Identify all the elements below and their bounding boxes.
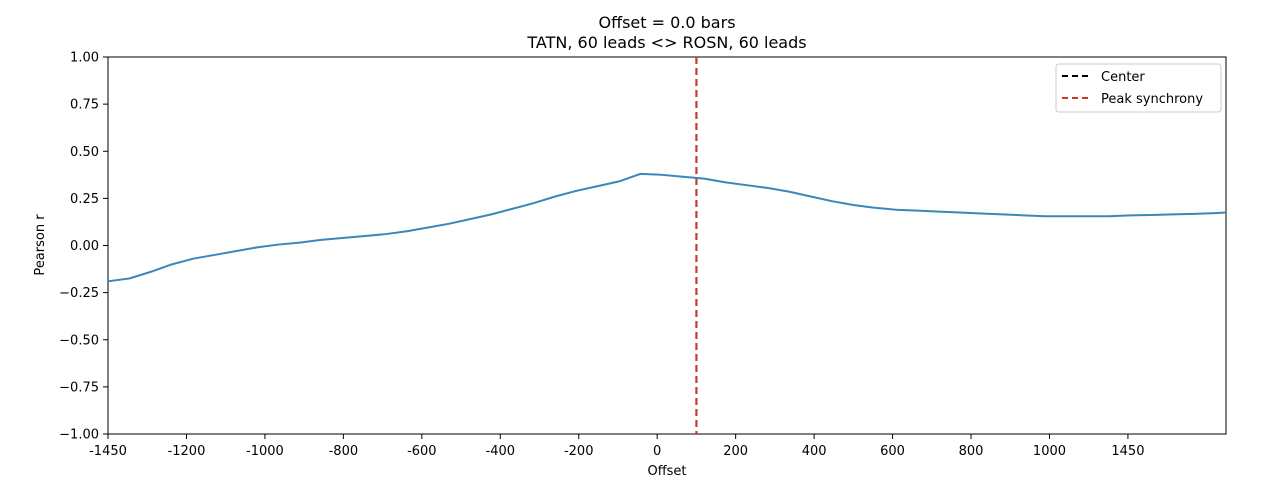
y-tick-label: 0.75 bbox=[70, 98, 99, 113]
legend-peak-label: Peak synchrony bbox=[1101, 92, 1203, 107]
series-group bbox=[107, 172, 1227, 283]
legend-box bbox=[1055, 63, 1222, 113]
y-tick-label: −0.50 bbox=[59, 333, 99, 348]
x-axis: -1450 -1200 -1000 -800 -600 -400 -200 0 200 400 60… bbox=[89, 434, 1144, 459]
y-tick-label: 1.00 bbox=[70, 51, 99, 66]
x-tick-label: 1000 bbox=[1033, 444, 1066, 459]
x-tick-label: 200 bbox=[723, 444, 748, 459]
x-tick-label: -800 bbox=[329, 444, 359, 459]
x-tick-label: -1450 bbox=[89, 444, 127, 459]
plot-area bbox=[107, 56, 1227, 435]
y-tick-label: 0.00 bbox=[70, 239, 99, 254]
y-tick-label: −0.75 bbox=[59, 380, 99, 395]
y-tick-label: −1.00 bbox=[59, 428, 99, 443]
legend-center-label: Center bbox=[1101, 70, 1145, 85]
y-axis-label: Pearson r bbox=[33, 214, 48, 276]
x-tick-label: -1000 bbox=[246, 444, 284, 459]
x-axis-label: Offset bbox=[647, 464, 686, 479]
x-tick-label: -1200 bbox=[168, 444, 206, 459]
chart-subtitle: TATN, 60 leads <> ROSN, 60 leads bbox=[526, 33, 806, 52]
x-tick-label: 1450 bbox=[1111, 444, 1144, 459]
series-line bbox=[107, 172, 1227, 283]
y-axis: −1.00 −0.75 −0.50 −0.25 0.00 0.25 0.50 0.75 1.00 bbox=[59, 51, 108, 443]
x-tick-label: 800 bbox=[959, 444, 984, 459]
y-tick-label: 0.25 bbox=[70, 192, 99, 207]
y-tick-label: −0.25 bbox=[59, 286, 99, 301]
x-tick-label: -400 bbox=[486, 444, 516, 459]
y-tick-label: 0.50 bbox=[70, 145, 99, 160]
x-tick-label: 600 bbox=[880, 444, 905, 459]
x-tick-label: -600 bbox=[407, 444, 437, 459]
x-tick-label: 400 bbox=[802, 444, 827, 459]
chart-title: Offset = 0.0 bars bbox=[598, 13, 735, 32]
x-tick-label: -200 bbox=[564, 444, 594, 459]
x-tick-label: 0 bbox=[653, 444, 661, 459]
legend: Center Peak synchrony bbox=[1055, 63, 1222, 113]
